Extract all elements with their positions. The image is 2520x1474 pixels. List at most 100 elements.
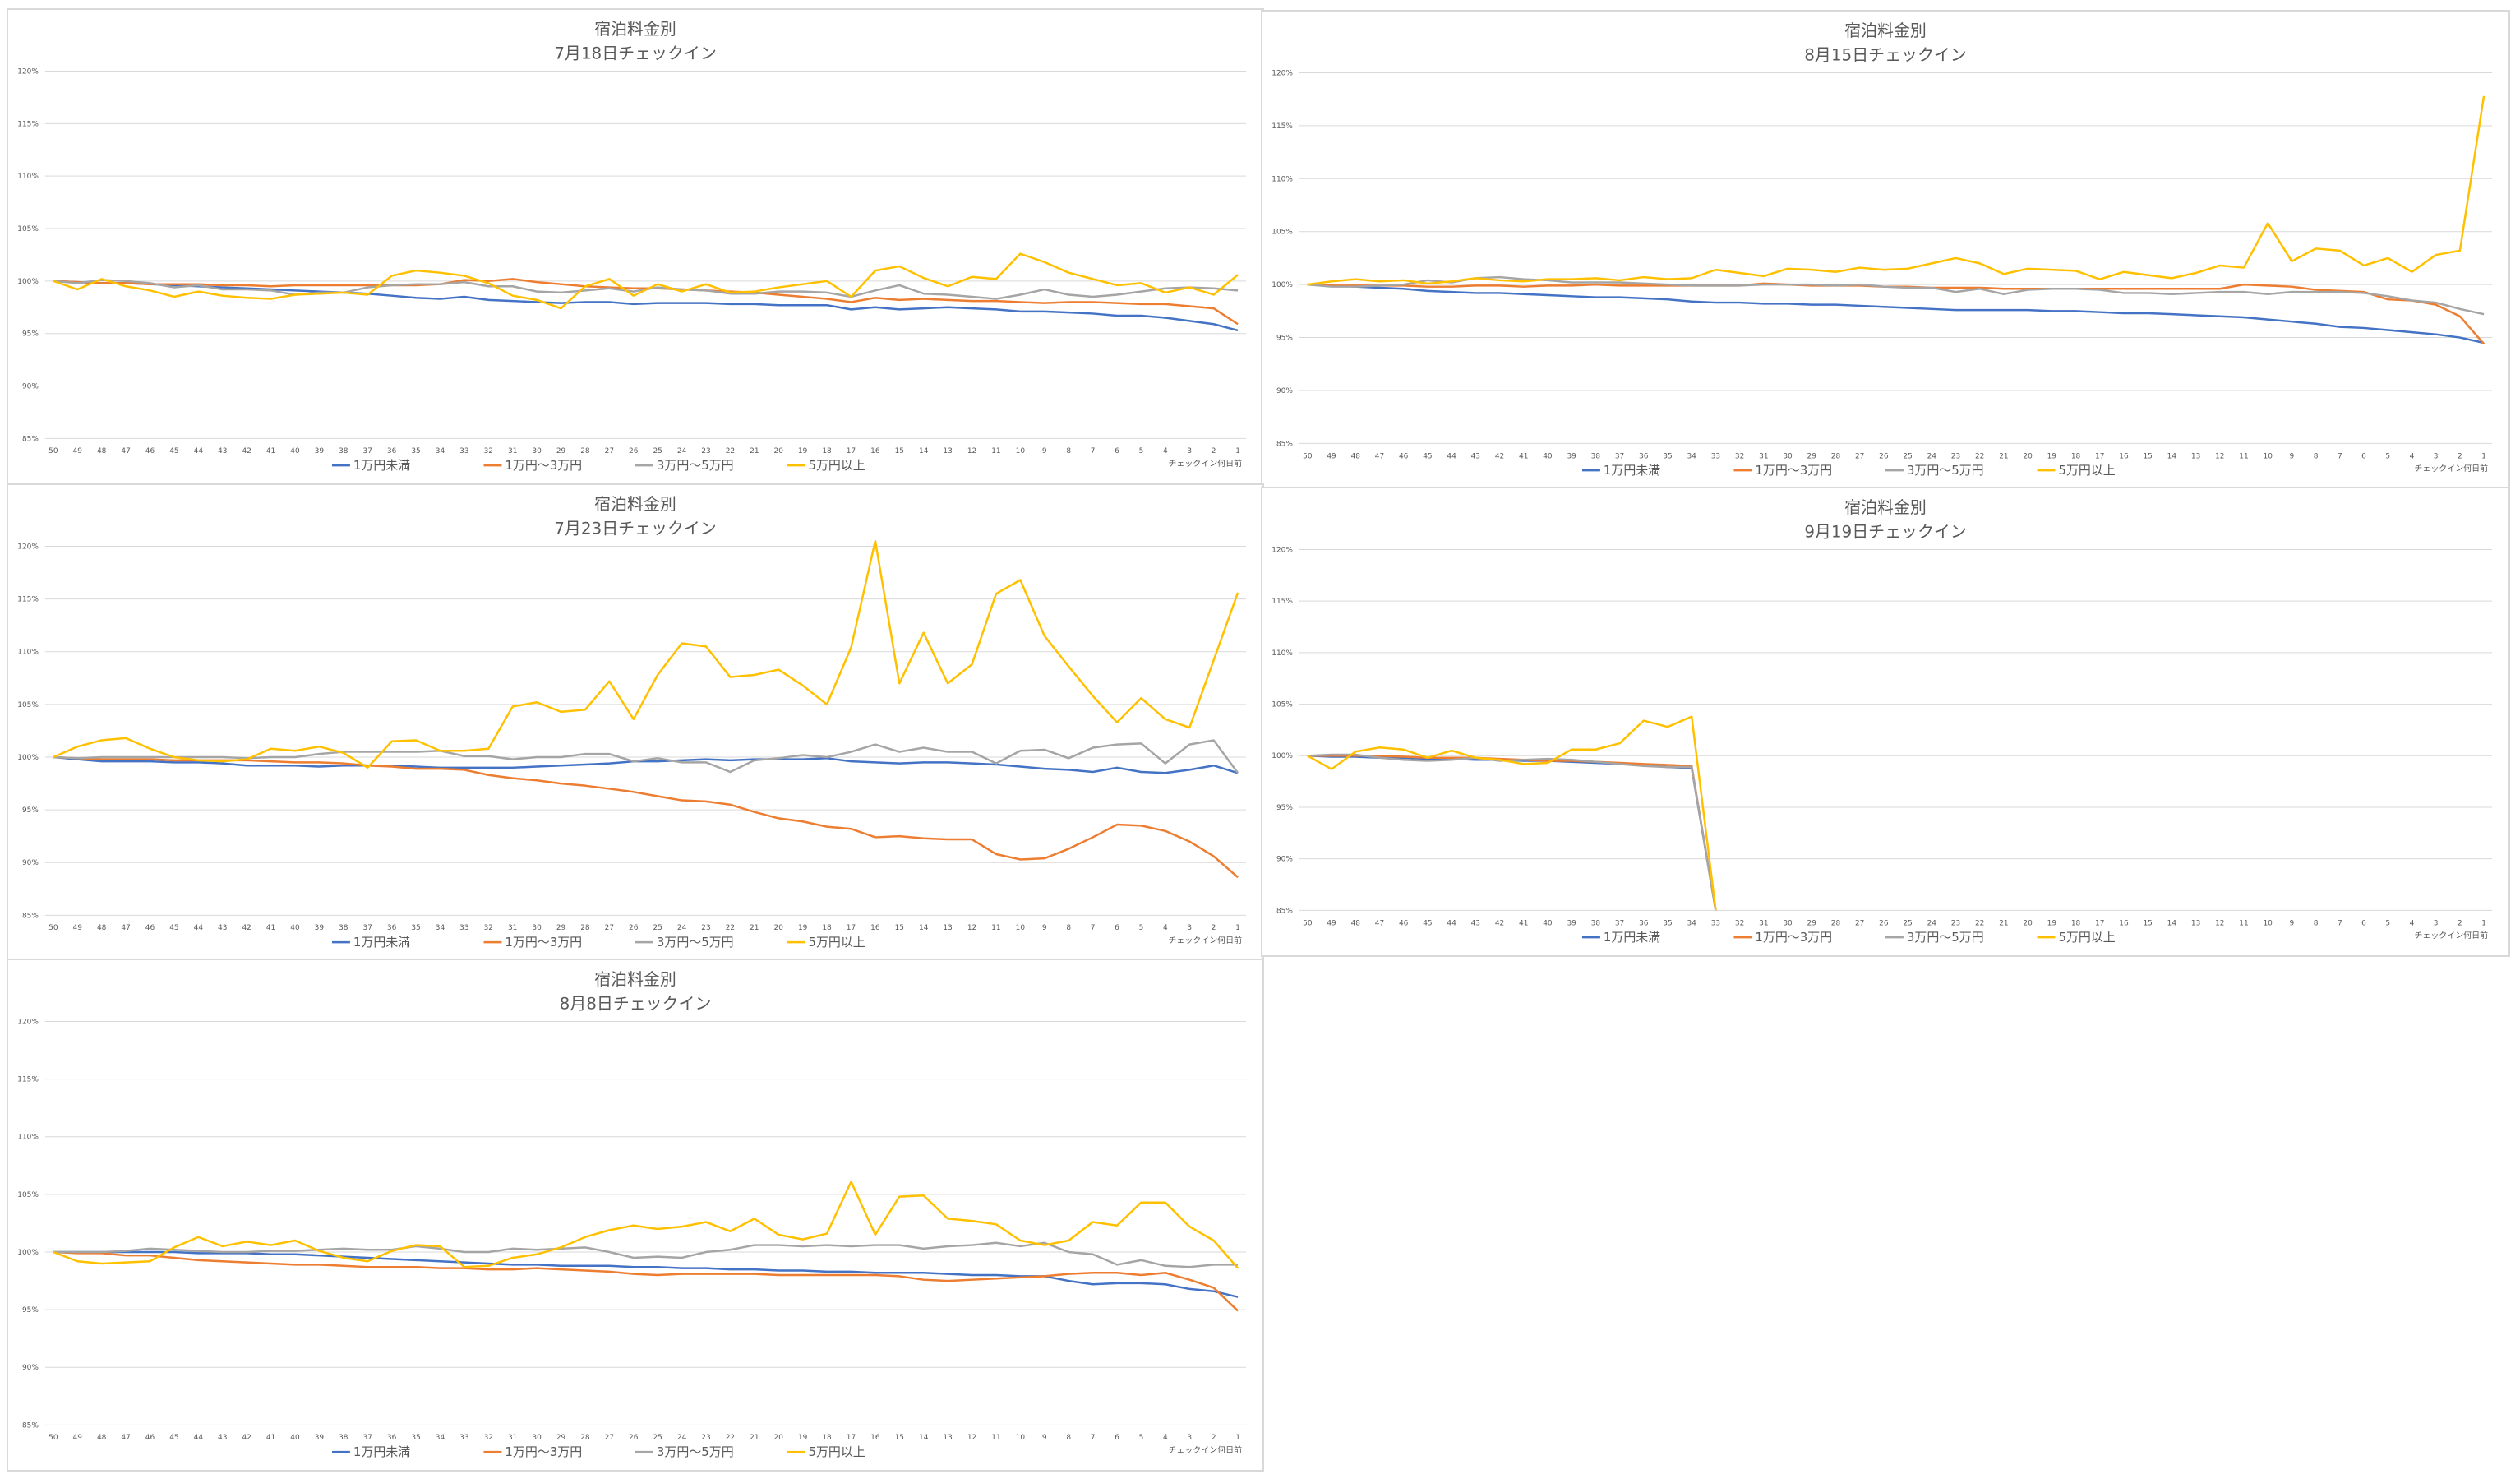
x-tick-label: 12 [967,1434,976,1442]
x-tick-label: 2 [2458,452,2462,460]
x-tick-label: 15 [895,1434,904,1442]
x-tick-label: 14 [2167,919,2177,927]
x-tick-label: 41 [1519,452,1528,460]
x-tick-label: 8 [2314,452,2319,460]
x-tick-label: 12 [2215,919,2224,927]
x-tick-label: 20 [774,924,784,932]
legend-label-2: 1万円〜3万円 [1755,463,1832,478]
x-tick-label: 21 [750,924,759,932]
series-line-4 [53,252,1239,310]
x-tick-label: 4 [1163,447,1168,455]
x-tick-label: 35 [1663,452,1672,460]
x-tick-label: 29 [556,447,566,455]
legend-label-3: 3万円〜5万円 [657,1444,734,1459]
y-tick-label: 105% [1272,701,1293,709]
x-tick-label: 40 [290,1434,300,1442]
x-tick-label: 7 [2338,452,2342,460]
x-tick-label: 4 [2410,919,2415,927]
x-tick-label: 40 [290,447,300,455]
x-tick-label: 5 [2385,919,2390,927]
x-tick-label: 11 [2239,919,2248,927]
y-tick-label: 105% [1272,229,1293,237]
x-tick-label: 40 [1543,452,1553,460]
x-tick-label: 18 [2071,452,2081,460]
legend-label-3: 3万円〜5万円 [1907,463,1984,478]
legend-label-1: 1万円未満 [1604,463,1660,478]
x-tick-label: 42 [1495,919,1504,927]
x-tick-label: 47 [121,1434,130,1442]
y-tick-label: 100% [1272,752,1293,760]
legend-label-4: 5万円以上 [808,935,865,950]
x-tick-label: 46 [1399,919,1409,927]
series-line-2 [53,278,1239,326]
legend-label-2: 1万円〜3万円 [505,458,582,473]
chart-title: 宿泊料金別 [1844,21,1927,40]
x-tick-label: 24 [677,1434,687,1442]
legend-label-3: 3万円〜5万円 [1907,930,1984,945]
x-tick-label: 49 [73,447,83,455]
x-tick-label: 49 [1327,452,1336,460]
x-tick-label: 32 [484,447,493,455]
x-tick-label: 34 [436,924,445,932]
line-chart: 宿泊料金別9月19日チェックイン85%90%95%100%105%110%115… [1272,498,2493,945]
x-tick-label: 3 [2434,919,2439,927]
x-tick-label: 14 [919,1434,929,1442]
x-tick-label: 10 [1016,1434,1026,1442]
y-tick-label: 120% [1272,546,1293,554]
y-tick-label: 115% [17,1076,39,1084]
x-tick-label: 1 [1235,924,1240,932]
x-tick-label: 12 [967,447,976,455]
x-tick-label: 35 [411,924,420,932]
chart-subtitle: 9月19日チェックイン [1804,523,1967,542]
legend-label-2: 1万円〜3万円 [1755,930,1832,945]
x-tick-label: 21 [750,1434,759,1442]
x-tick-label: 23 [701,924,710,932]
x-tick-label: 45 [169,924,178,932]
x-tick-label: 36 [1639,919,1649,927]
y-tick-label: 105% [17,225,39,233]
x-tick-label: 8 [1066,1434,1071,1442]
x-tick-label: 22 [726,924,735,932]
x-tick-label: 8 [1066,447,1071,455]
y-tick-label: 90% [22,383,39,391]
x-tick-label: 28 [580,447,590,455]
x-tick-label: 30 [532,1434,542,1442]
y-tick-label: 115% [1272,598,1293,606]
x-tick-label: 44 [194,447,204,455]
x-tick-label: 50 [48,1434,58,1442]
x-tick-label: 46 [145,1434,155,1442]
x-tick-label: 10 [1016,447,1026,455]
x-tick-label: 27 [1855,452,1864,460]
x-tick-label: 21 [1999,919,2008,927]
x-tick-label: 31 [508,447,517,455]
x-tick-label: 28 [1831,919,1841,927]
y-tick-label: 85% [22,1421,39,1430]
x-tick-label: 3 [1187,447,1192,455]
chart-subtitle: 7月18日チェックイン [554,44,717,63]
x-tick-label: 47 [1375,919,1384,927]
series-line-1 [53,280,1239,332]
x-tick-label: 41 [266,924,275,932]
x-tick-label: 27 [605,924,614,932]
x-tick-label: 25 [653,447,662,455]
chart-title: 宿泊料金別 [594,970,676,989]
x-tick-label: 50 [48,447,58,455]
x-tick-label: 16 [2119,452,2129,460]
legend-label-4: 5万円以上 [2058,930,2115,945]
series-line-3 [53,739,1239,774]
x-tick-label: 13 [943,924,952,932]
x-tick-label: 18 [822,1434,832,1442]
legend-label-1: 1万円未満 [353,1444,410,1459]
chart-title: 宿泊料金別 [1844,498,1927,517]
x-tick-label: 15 [895,447,904,455]
x-tick-label: 36 [387,924,397,932]
x-tick-label: 41 [266,447,275,455]
x-tick-label: 16 [870,447,880,455]
x-tick-label: 26 [629,924,639,932]
y-tick-label: 115% [1272,122,1293,131]
series-line-3 [1307,275,2485,316]
chart-panel-sep19: 宿泊料金別 9月19日チェックイン 85% 90% 95% 100% 105% 110% 115… [1261,487,2510,957]
x-tick-label: 45 [1423,919,1432,927]
x-tick-label: 1 [1235,447,1240,455]
x-tick-label: 44 [1447,919,1456,927]
